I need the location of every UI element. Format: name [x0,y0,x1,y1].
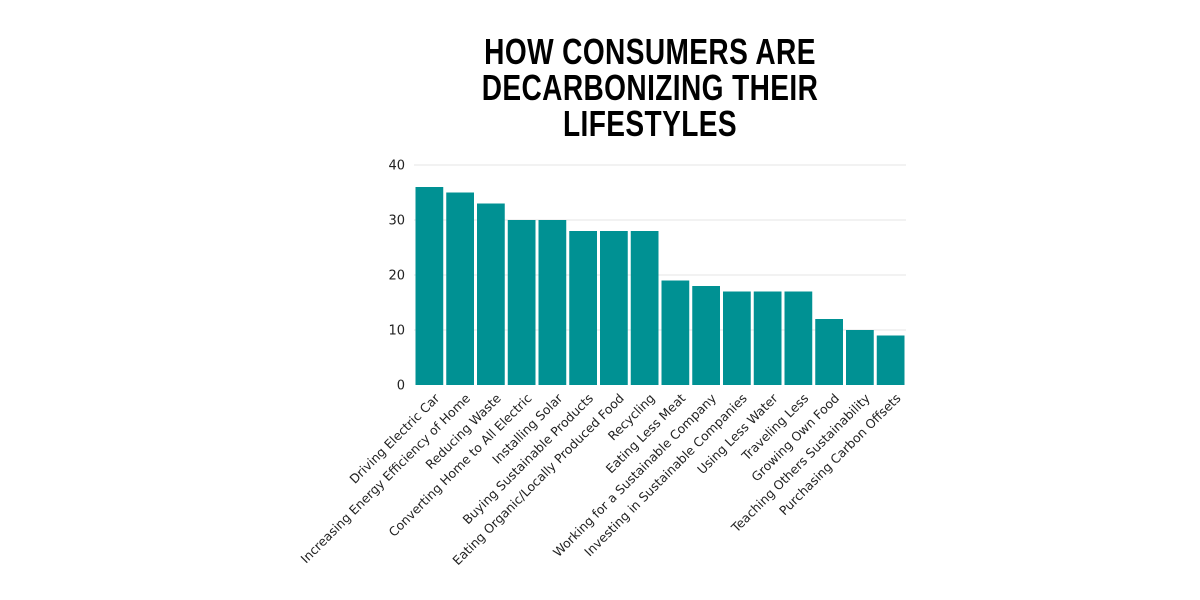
y-tick-label-0: 0 [397,379,405,394]
bar-11 [753,291,782,385]
bar-0 [415,187,444,385]
bar-1 [446,192,474,385]
chart-title-line-2: DECARBONIZING THEIR [481,67,819,108]
bars [415,187,905,385]
bar-10 [723,291,751,385]
y-tick-label-2: 20 [388,269,405,284]
bar-13 [815,319,843,385]
chart-title-line-3: LIFESTYLES [563,103,737,144]
bar-7 [630,231,659,385]
chart-title: HOW CONSUMERS ARE DECARBONIZING THEIR LI… [455,34,845,142]
y-tick-label-3: 30 [388,214,405,229]
y-tick-label-1: 10 [388,324,405,339]
bar-14 [846,330,874,385]
chart-title-line-1: HOW CONSUMERS ARE [484,31,816,72]
bar-4 [538,220,567,385]
y-axis: 0 10 20 30 40 [388,159,405,394]
bar-15 [876,335,905,385]
bar-5 [569,231,597,385]
bar-12 [784,291,813,385]
bar-9 [692,286,720,385]
bar-6 [600,231,628,385]
bar-8 [661,280,690,385]
bar-3 [507,220,536,385]
bar-2 [477,203,505,385]
y-tick-label-4: 40 [388,159,405,174]
